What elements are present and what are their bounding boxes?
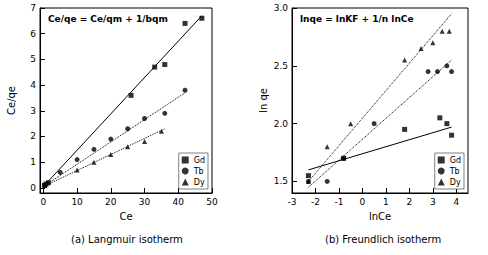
svg-text:4: 4 — [30, 80, 36, 90]
svg-text:lnqe = lnKF + 1/n lnCe: lnqe = lnKF + 1/n lnCe — [300, 14, 414, 24]
svg-text:5: 5 — [30, 54, 36, 64]
svg-text:2: 2 — [30, 131, 36, 141]
svg-text:20: 20 — [105, 197, 117, 207]
svg-text:10: 10 — [71, 197, 83, 207]
svg-text:Ce: Ce — [119, 211, 132, 222]
svg-text:(b) Freundlich isotherm: (b) Freundlich isotherm — [325, 234, 441, 245]
svg-text:30: 30 — [139, 197, 151, 207]
svg-text:Gd: Gd — [450, 156, 461, 165]
svg-text:Tb: Tb — [449, 167, 460, 176]
svg-text:0: 0 — [41, 197, 47, 207]
svg-text:Ce/qe = Ce/qm + 1/bqm: Ce/qe = Ce/qm + 1/bqm — [48, 14, 168, 24]
svg-text:-1: -1 — [334, 197, 343, 207]
svg-text:4: 4 — [453, 197, 459, 207]
svg-text:3: 3 — [30, 106, 36, 116]
svg-text:1.5: 1.5 — [274, 176, 288, 186]
svg-text:40: 40 — [173, 197, 185, 207]
svg-text:2: 2 — [406, 197, 412, 207]
svg-text:Ce/qe: Ce/qe — [6, 86, 17, 115]
svg-text:50: 50 — [206, 197, 218, 207]
svg-text:2.0: 2.0 — [274, 119, 289, 129]
svg-text:Gd: Gd — [194, 156, 205, 165]
svg-text:(a) Langmuir isotherm: (a) Langmuir isotherm — [71, 234, 183, 245]
svg-text:3.0: 3.0 — [274, 3, 289, 13]
svg-text:Dy: Dy — [450, 178, 461, 187]
svg-text:lnCe: lnCe — [369, 211, 391, 222]
svg-text:Tb: Tb — [193, 167, 204, 176]
svg-text:0: 0 — [30, 183, 36, 193]
svg-text:Dy: Dy — [194, 178, 205, 187]
svg-text:0: 0 — [360, 197, 366, 207]
svg-text:ln qe: ln qe — [258, 88, 269, 113]
svg-text:-2: -2 — [311, 197, 320, 207]
svg-text:1: 1 — [383, 197, 389, 207]
svg-text:6: 6 — [30, 29, 36, 39]
svg-text:1: 1 — [30, 157, 36, 167]
svg-text:2.5: 2.5 — [274, 61, 288, 71]
svg-text:3: 3 — [430, 197, 436, 207]
svg-text:-3: -3 — [288, 197, 297, 207]
svg-text:7: 7 — [30, 3, 36, 13]
